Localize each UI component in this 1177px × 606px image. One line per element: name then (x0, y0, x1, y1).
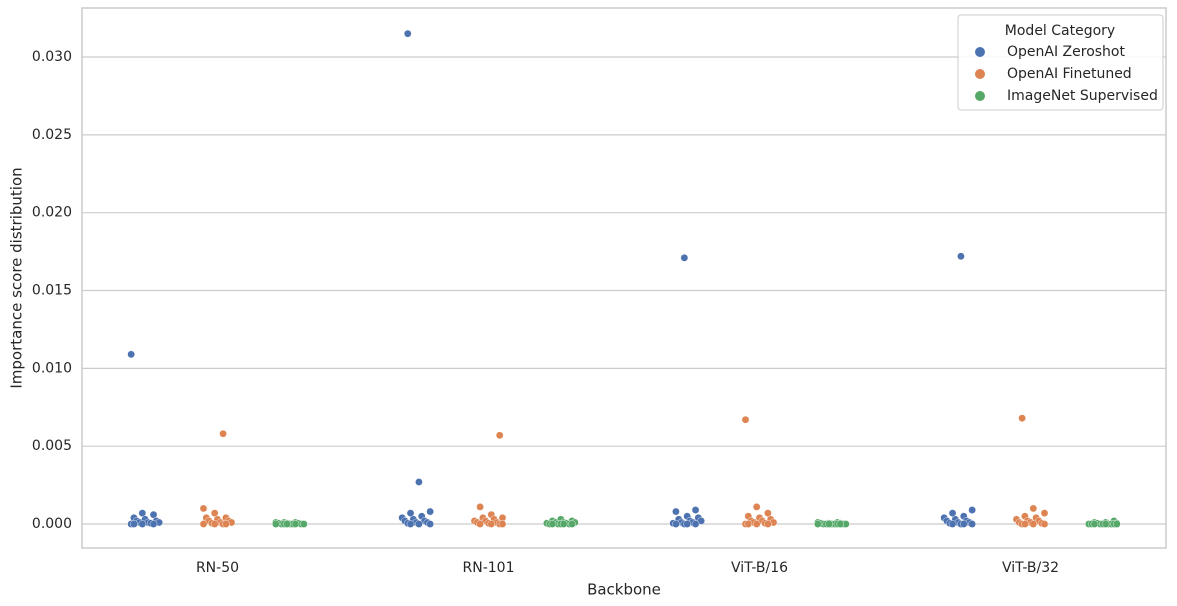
strip-point (548, 520, 557, 528)
strip-point (415, 478, 423, 486)
legend-label: OpenAI Finetuned (1007, 66, 1132, 82)
strip-point (149, 520, 158, 528)
strip-point (1021, 520, 1029, 528)
strip-point (752, 503, 761, 511)
strip-point (210, 520, 219, 528)
x-tick-label: RN-50 (196, 560, 239, 576)
strip-point (1040, 520, 1049, 528)
strip-point (1018, 414, 1026, 422)
y-tick-label: 0.025 (32, 127, 72, 143)
strip-point (138, 520, 147, 528)
strip-point (272, 520, 280, 528)
strip-point (568, 520, 576, 528)
y-axis-label: Importance score distribution (8, 167, 26, 388)
y-tick-label: 0.000 (32, 516, 72, 532)
legend-label: OpenAI Zeroshot (1007, 44, 1125, 60)
strip-point (825, 520, 833, 528)
x-tick-label: ViT-B/16 (731, 560, 788, 576)
strip-point (415, 520, 423, 528)
strip-point (300, 520, 308, 528)
strip-point (495, 431, 504, 440)
strip-point (559, 520, 568, 528)
strip-point (691, 520, 700, 528)
plot-frame (81, 7, 1167, 549)
strip-point (691, 506, 700, 514)
strip-point (291, 520, 300, 528)
strip-point (948, 509, 957, 517)
x-tick-label: ViT-B/32 (1002, 560, 1059, 576)
strip-point (1029, 504, 1038, 513)
strip-point (199, 520, 208, 528)
strip-point (219, 429, 227, 438)
strip-point (683, 520, 691, 528)
strip-point (1101, 520, 1110, 528)
legend-marker (975, 69, 985, 79)
strip-point (764, 509, 772, 517)
strip-point (1090, 520, 1099, 528)
strip-point (222, 520, 230, 528)
strip-point (138, 509, 147, 517)
strip-point (283, 520, 291, 528)
strip-point (210, 509, 219, 517)
y-tick-label: 0.005 (32, 438, 72, 454)
strip-point (680, 254, 689, 262)
strip-point (1040, 509, 1049, 517)
y-tick-label: 0.015 (32, 283, 72, 299)
strip-point (199, 504, 208, 513)
strip-point (752, 520, 761, 528)
strip-point (406, 520, 415, 528)
strip-point (476, 503, 484, 511)
y-tick-label: 0.020 (32, 205, 72, 221)
strip-point (836, 520, 845, 528)
y-tick-label: 0.030 (32, 49, 72, 65)
legend-box (957, 14, 1164, 111)
legend-label: ImageNet Supervised (1007, 88, 1158, 104)
strip-point (476, 520, 484, 528)
strip-point (814, 520, 822, 528)
strip-point (403, 29, 412, 38)
x-tick-label: RN-101 (463, 560, 515, 576)
strip-point (406, 509, 415, 517)
strip-point (948, 520, 957, 528)
legend-marker (975, 47, 985, 57)
strip-point (968, 520, 976, 528)
strip-point (959, 520, 968, 528)
y-tick-label: 0.010 (32, 360, 72, 376)
strip-point (764, 520, 772, 528)
strip-point (426, 507, 434, 516)
strip-point (957, 252, 965, 261)
strip-point (130, 520, 138, 528)
legend-marker (975, 91, 985, 101)
strip-point (149, 510, 158, 519)
x-axis-label: Backbone (587, 581, 661, 599)
strip-point (487, 520, 496, 528)
strip-point (672, 507, 680, 516)
strip-point (498, 520, 507, 528)
strip-point (127, 350, 135, 359)
legend: Model Category OpenAI Zeroshot OpenAI Fine… (957, 14, 1164, 111)
strip-point (672, 520, 680, 528)
strip-point (1113, 520, 1121, 528)
strip-point (741, 415, 750, 424)
legend-title: Model Category (1005, 23, 1115, 39)
strip-point (744, 520, 753, 528)
strip-point (426, 520, 434, 528)
strip-point (1029, 520, 1038, 528)
strip-point (968, 506, 976, 514)
